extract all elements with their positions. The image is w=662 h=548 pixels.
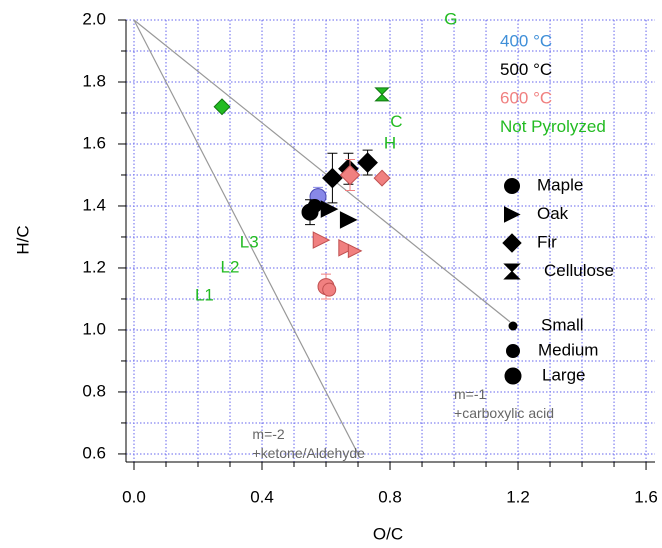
y-tick-label: 0.8 [82, 381, 106, 400]
x-axis-title: O/C [373, 524, 403, 543]
data-point [320, 200, 339, 218]
y-tick-label: 1.2 [82, 257, 106, 276]
x-tick-label: 0.4 [250, 487, 274, 506]
legend-entry: Fir [537, 232, 557, 251]
legend-marker [503, 263, 521, 280]
annotation: C [390, 112, 402, 131]
data-point [373, 169, 391, 187]
data-point [339, 164, 361, 186]
reference-line [133, 19, 511, 323]
legend-entry: Maple [537, 175, 583, 194]
annotation: L1 [195, 285, 214, 304]
legend-marker [502, 233, 522, 253]
data-point [322, 282, 337, 297]
legend-entry: Large [542, 365, 585, 384]
legend-entry: Small [541, 315, 584, 334]
legend-entry: Medium [538, 340, 598, 359]
annotation: L2 [221, 257, 240, 276]
legend-marker [504, 206, 521, 223]
legend-marker [504, 178, 520, 194]
x-tick-label: 1.2 [506, 487, 530, 506]
data-point [374, 87, 390, 102]
data-point [213, 98, 231, 116]
legend-entry: 400 °C [500, 31, 552, 50]
data-point [347, 243, 363, 259]
y-tick-label: 2.0 [82, 9, 106, 28]
legend-entry: Cellulose [544, 261, 614, 280]
legend-marker [506, 344, 520, 358]
y-tick-label: 1.8 [82, 71, 106, 90]
legend-marker [508, 321, 518, 331]
annotation: G [444, 9, 457, 28]
data-point [322, 167, 343, 189]
legend-entry: 500 °C [500, 60, 552, 79]
y-axis-title: H/C [13, 225, 32, 254]
annotation: H [384, 133, 396, 152]
legend-marker [504, 367, 522, 385]
y-tick-label: 1.0 [82, 319, 106, 338]
x-tick-label: 1.6 [634, 487, 658, 506]
data-point [339, 211, 358, 229]
x-tick-label: 0.8 [378, 487, 402, 506]
legend-entry: Not Pyrolyzed [500, 117, 606, 136]
reference-line [133, 19, 359, 455]
legend-entry: 600 °C [500, 88, 552, 107]
annotation: L3 [240, 233, 259, 252]
line-label: m=-2 [252, 426, 284, 442]
data-point [312, 231, 331, 249]
y-tick-label: 0.6 [82, 443, 106, 462]
line-label: m=-1 [454, 386, 487, 402]
data-point [357, 152, 378, 173]
data-point [338, 239, 356, 257]
legend-entry: Oak [537, 204, 569, 223]
y-tick-label: 1.6 [82, 133, 106, 152]
line-label: +ketone/Aldehyde [252, 445, 365, 461]
x-tick-label: 0.0 [122, 487, 146, 506]
line-label: +carboxylic acid [454, 405, 554, 421]
y-tick-label: 1.4 [82, 195, 106, 214]
data-point [307, 198, 322, 213]
